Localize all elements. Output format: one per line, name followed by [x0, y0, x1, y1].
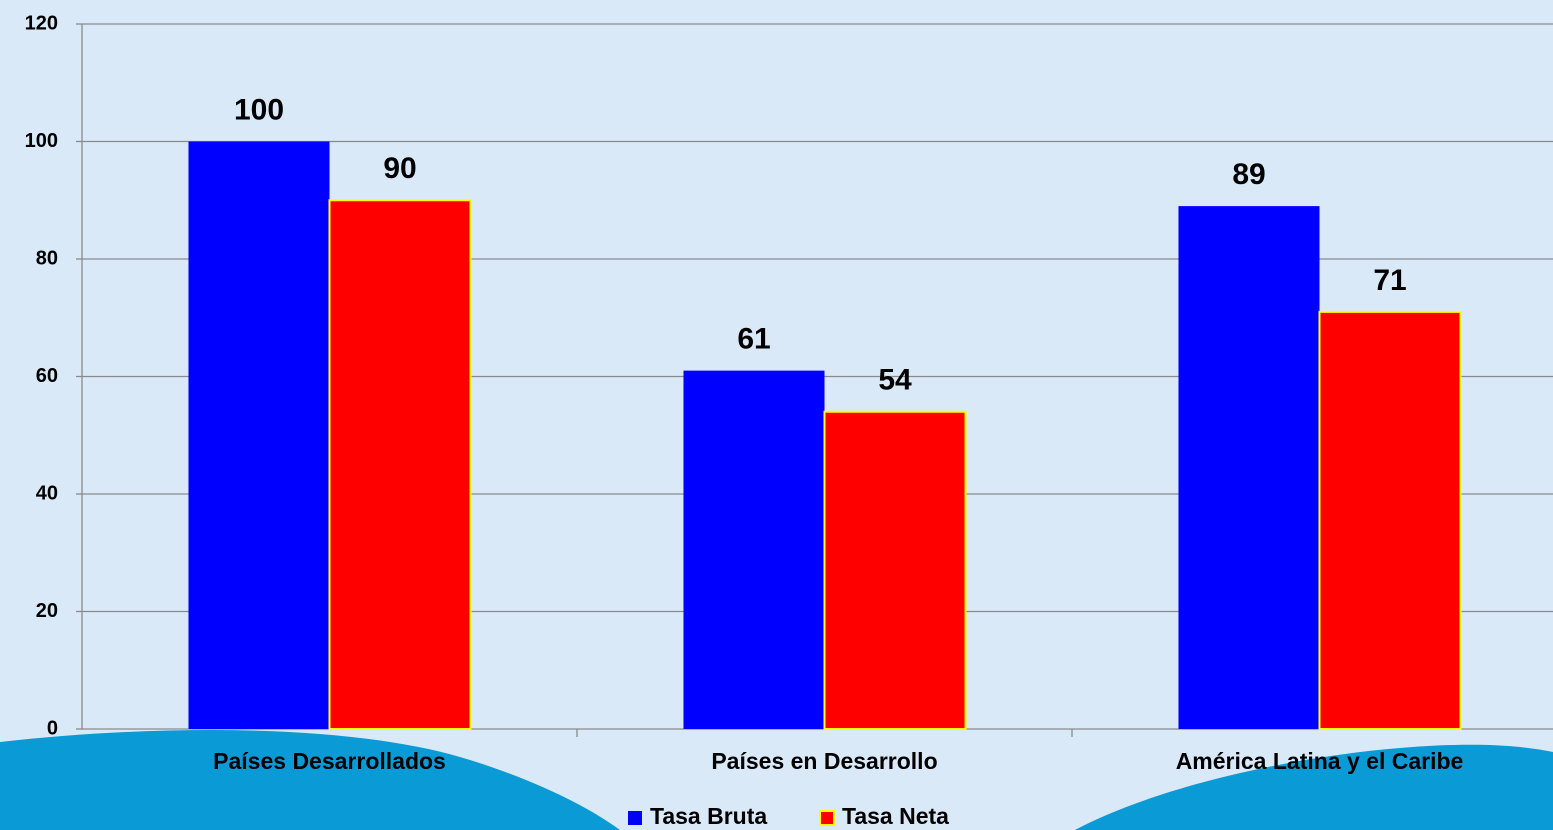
y-tick-label: 100	[25, 130, 58, 152]
value-label: 100	[234, 93, 284, 126]
y-tick-label: 0	[47, 717, 58, 739]
value-label: 54	[878, 364, 912, 397]
y-tick-label: 80	[36, 247, 58, 269]
x-tick-label: América Latina y el Caribe	[1176, 748, 1464, 774]
wave-right	[1075, 744, 1553, 830]
y-tick-label: 120	[25, 12, 58, 34]
x-tick-label: Países en Desarrollo	[711, 748, 937, 774]
wave-left	[0, 729, 620, 830]
bar	[683, 370, 825, 729]
legend-swatch	[628, 811, 642, 825]
y-tick-label: 60	[36, 365, 58, 387]
legend-swatch	[819, 810, 835, 826]
y-tick-label: 20	[36, 600, 58, 622]
bar	[1178, 206, 1320, 729]
bar	[328, 199, 472, 730]
y-tick-label: 40	[36, 482, 58, 504]
legend-label: Tasa Bruta	[650, 803, 767, 829]
bar	[823, 410, 967, 730]
bar	[188, 141, 330, 729]
value-label: 89	[1232, 158, 1265, 191]
legend-label: Tasa Neta	[842, 803, 949, 829]
x-tick-label: Países Desarrollados	[213, 748, 446, 774]
value-label: 71	[1373, 264, 1406, 297]
value-label: 90	[383, 152, 416, 185]
value-label: 61	[737, 323, 770, 356]
bar	[1318, 310, 1462, 730]
decoration	[0, 729, 1553, 830]
